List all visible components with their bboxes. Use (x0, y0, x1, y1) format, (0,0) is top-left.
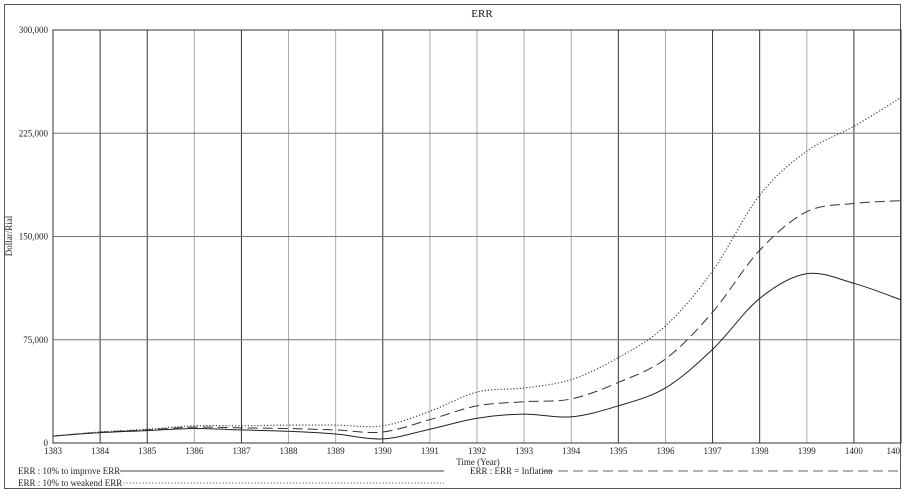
y-tick-label: 150,000 (19, 232, 49, 242)
x-tick-label: 1389 (327, 446, 346, 456)
x-tick-label: 1383 (44, 446, 63, 456)
plot-area (52, 29, 902, 444)
legend: ERR : 10% to improve ERR ERR : 10% to wea… (18, 466, 900, 488)
x-tick-label: 1400 (845, 446, 864, 456)
x-tick-label: 1394 (562, 446, 581, 456)
legend-label-3: ERR : ERR = Inflation (470, 466, 553, 476)
x-tick-label: 1388 (280, 446, 299, 456)
x-tick-label: 1384 (91, 446, 110, 456)
x-tick-label: 1390 (374, 446, 393, 456)
y-axis-ticks: 0 75,000 150,000 225,000 300,000 (19, 25, 49, 448)
series-line-1 (52, 272, 902, 440)
x-tick-label: 1397 (704, 446, 723, 456)
x-axis-label: Time (Year) (456, 457, 500, 467)
x-tick-label: 1387 (232, 446, 251, 456)
x-tick-label: 1393 (515, 446, 534, 456)
series-line-2 (52, 96, 902, 437)
y-tick-label: 300,000 (19, 25, 49, 35)
plot-border (52, 29, 902, 444)
x-axis-ticks: 1383 1384 1385 1386 1387 1388 1389 1390 1391 1392… (44, 446, 901, 456)
x-tick-label: 1395 (609, 446, 628, 456)
y-axis-label: Dollar/Rial (4, 215, 14, 256)
x-tick-label: 1396 (656, 446, 675, 456)
x-tick-label: 1391 (421, 446, 439, 456)
chart-title: ERR (471, 8, 493, 20)
x-tick-label: 1386 (185, 446, 204, 456)
y-tick-label: 75,000 (23, 335, 48, 345)
grid-lines (53, 30, 902, 443)
x-tick-label: 1398 (751, 446, 770, 456)
y-tick-label: 225,000 (19, 128, 49, 138)
legend-label-1: ERR : 10% to improve ERR (18, 466, 120, 476)
x-tick-label: 1399 (798, 446, 817, 456)
x-tick-label: 140 (887, 446, 901, 456)
legend-label-2: ERR : 10% to weakend ERR (18, 478, 122, 488)
series-line-3 (52, 200, 902, 437)
series-layer (52, 96, 902, 440)
y-tick-label: 0 (44, 438, 49, 448)
x-tick-label: 1392 (468, 446, 486, 456)
x-tick-label: 1385 (138, 446, 157, 456)
